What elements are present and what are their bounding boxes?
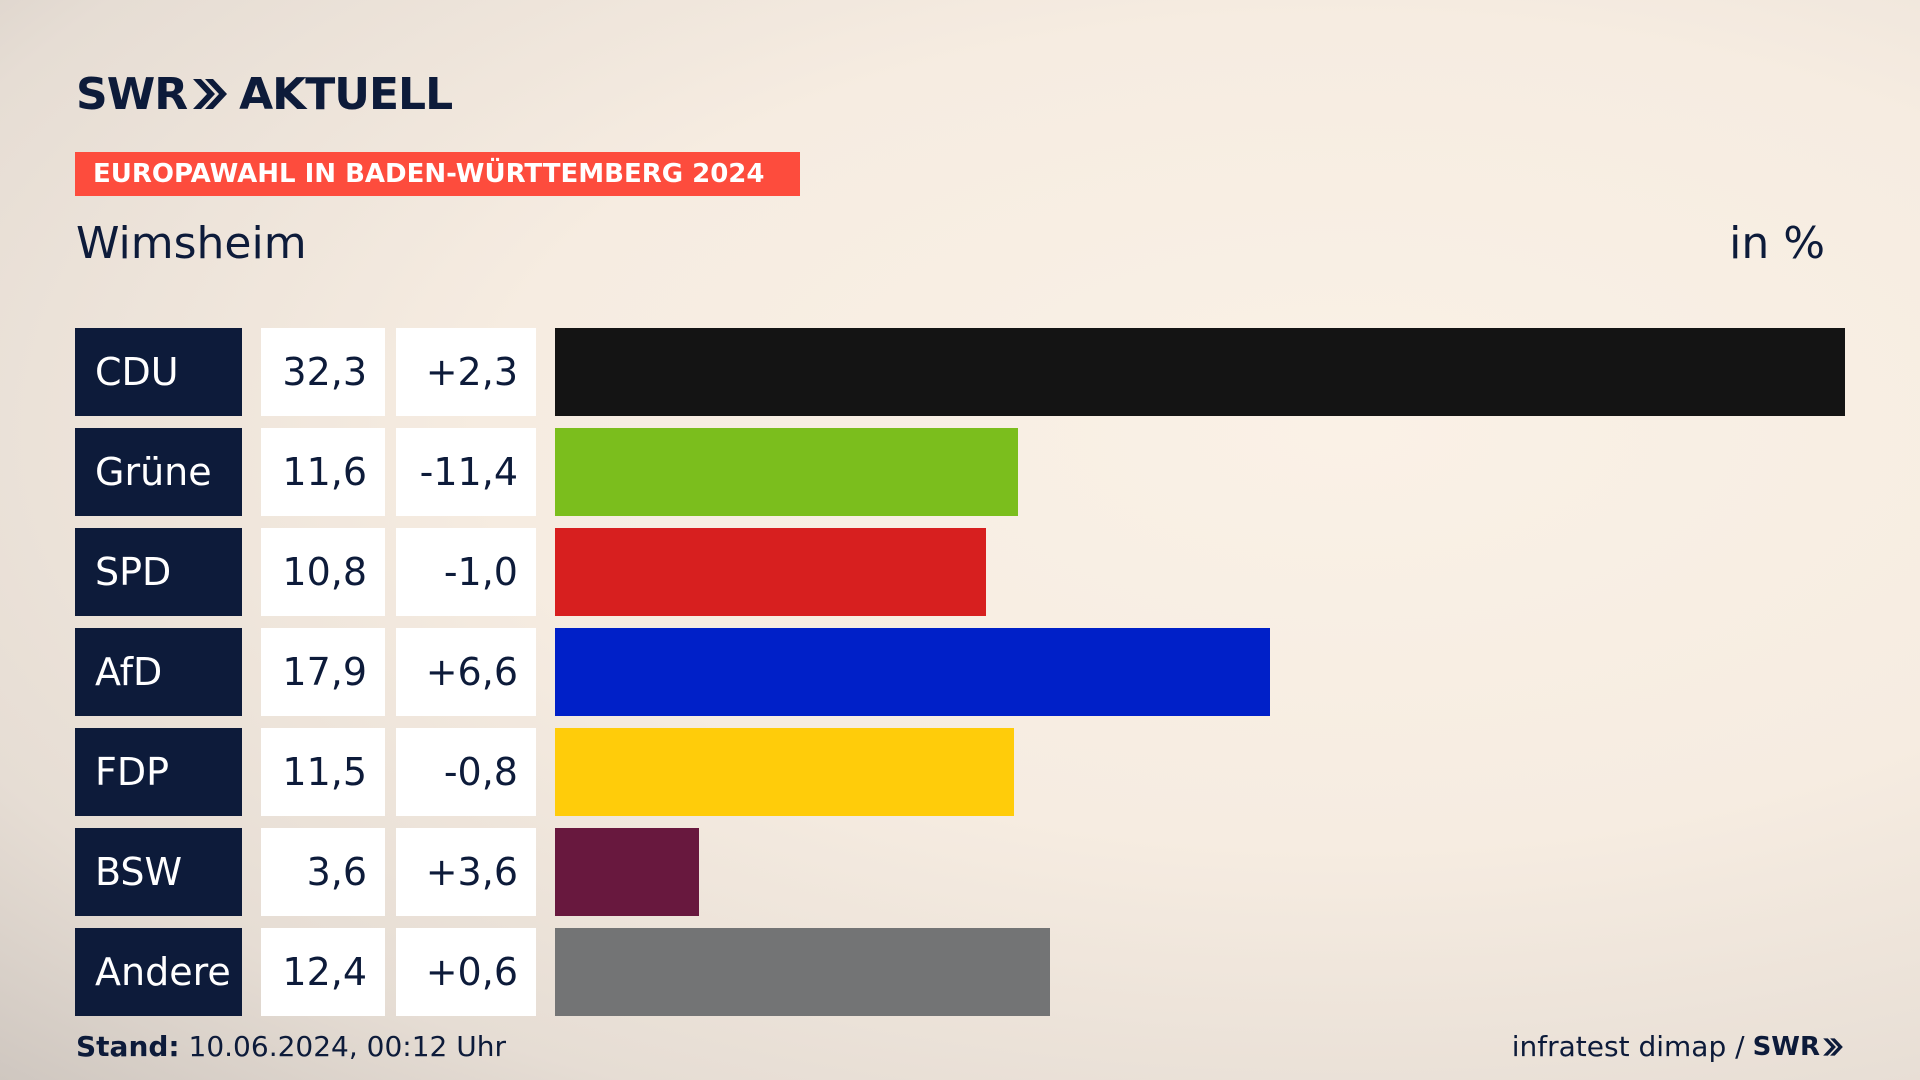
result-bar — [555, 628, 1270, 716]
double-chevron-icon — [1823, 1037, 1843, 1056]
result-bar — [555, 728, 1014, 816]
result-row: BSW 3,6 +3,6 — [75, 828, 1845, 916]
stand-value: 10.06.2024, 00:12 Uhr — [188, 1030, 506, 1063]
unit-label: in % — [1729, 218, 1825, 269]
brand-text: SWR — [76, 68, 188, 120]
swr-aktuell-logo: SWR AKTUELL — [76, 68, 453, 120]
party-label: BSW — [75, 828, 242, 916]
result-row: FDP 11,5 -0,8 — [75, 728, 1845, 816]
party-label: Grüne — [75, 428, 242, 516]
result-bar — [555, 528, 986, 616]
change-label: +3,6 — [396, 828, 536, 916]
vote-share-label: 12,4 — [261, 928, 385, 1016]
result-row: AfD 17,9 +6,6 — [75, 628, 1845, 716]
change-label: -1,0 — [396, 528, 536, 616]
party-label: SPD — [75, 528, 242, 616]
source-brand: SWR — [1752, 1031, 1820, 1062]
result-bar — [555, 328, 1845, 416]
change-label: -0,8 — [396, 728, 536, 816]
change-label: -11,4 — [396, 428, 536, 516]
vote-share-label: 32,3 — [261, 328, 385, 416]
result-bar — [555, 828, 699, 916]
vote-share-label: 11,6 — [261, 428, 385, 516]
party-label: AfD — [75, 628, 242, 716]
result-bar — [555, 428, 1018, 516]
result-row: Grüne 11,6 -11,4 — [75, 428, 1845, 516]
change-label: +2,3 — [396, 328, 536, 416]
product-text: AKTUELL — [239, 68, 453, 120]
source-credit: infratest dimap / SWR — [1512, 1030, 1844, 1063]
double-chevron-icon — [193, 79, 228, 109]
vote-share-label: 11,5 — [261, 728, 385, 816]
result-row: CDU 32,3 +2,3 — [75, 328, 1845, 416]
result-bar — [555, 928, 1050, 1016]
place-title: Wimsheim — [76, 218, 307, 269]
election-banner: EUROPAWAHL IN BADEN-WÜRTTEMBERG 2024 — [75, 152, 800, 196]
result-row: SPD 10,8 -1,0 — [75, 528, 1845, 616]
vote-share-label: 3,6 — [261, 828, 385, 916]
party-label: FDP — [75, 728, 242, 816]
change-label: +0,6 — [396, 928, 536, 1016]
source-text: infratest dimap / — [1511, 1030, 1745, 1063]
result-row: Andere 12,4 +0,6 — [75, 928, 1845, 1016]
vote-share-label: 10,8 — [261, 528, 385, 616]
change-label: +6,6 — [396, 628, 536, 716]
vote-share-label: 17,9 — [261, 628, 385, 716]
party-label: CDU — [75, 328, 242, 416]
timestamp: Stand: 10.06.2024, 00:12 Uhr — [76, 1030, 506, 1063]
stand-label: Stand: — [76, 1030, 180, 1063]
party-label: Andere — [75, 928, 242, 1016]
